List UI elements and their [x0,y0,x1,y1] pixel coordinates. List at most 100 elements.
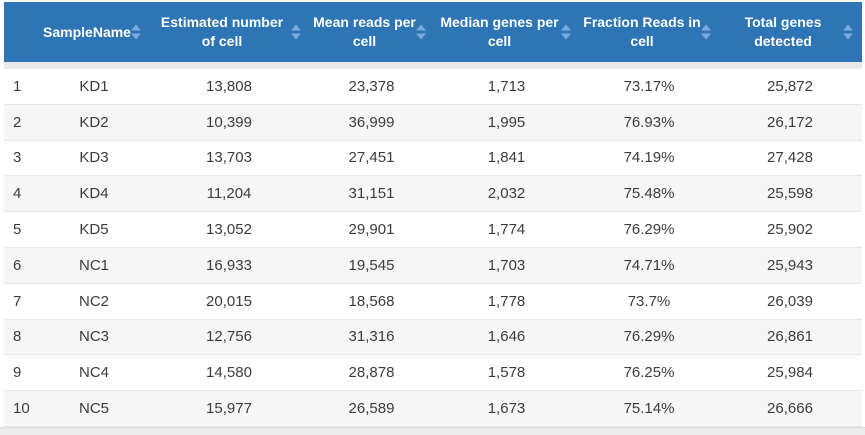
row-index-cell: 8 [13,328,22,346]
row-index-cell: 6 [13,256,22,274]
mean-reads-cell: 36,999 [348,113,395,131]
total-genes-cell: 26,039 [767,292,813,310]
sort-desc-icon [561,33,571,40]
fraction-reads-cell: 76.93% [623,113,675,131]
table-body: 1 KD1 13,808 23,378 1,713 73.17% 25,872 … [4,69,862,427]
fraction-reads-cell: 76.25% [623,364,675,382]
sample-name-cell: KD5 [79,221,109,239]
fraction-reads-cell: 74.71% [623,256,675,274]
table-row: 7 NC2 20,015 18,568 1,778 73.7% 26,039 [4,283,862,320]
sort-asc-icon [416,24,426,31]
sort-asc-icon [131,24,141,31]
sample-name-cell: NC2 [78,292,109,310]
fraction-reads-cell: 74.19% [623,149,675,167]
total-genes-cell: 25,598 [767,185,813,203]
table-row: 1 KD1 13,808 23,378 1,713 73.17% 25,872 [4,69,862,105]
row-index-cell: 10 [13,400,30,418]
sort-asc-icon [291,24,301,31]
mean-reads-cell: 23,378 [348,77,395,95]
sample-name-cell: KD4 [79,185,109,203]
fraction-reads-cell: 75.14% [623,400,675,418]
sample-name-cell: NC4 [78,364,109,382]
total-genes-cell: 27,428 [767,149,813,167]
sample-name-cell: NC3 [78,328,109,346]
sort-desc-icon [843,33,853,40]
median-genes-cell: 1,841 [487,149,526,167]
estimated-cells-cell: 13,052 [206,221,252,239]
header-label: Median genes per cell [440,14,559,49]
table-row: 5 KD5 13,052 29,901 1,774 76.29% 25,902 [4,212,862,248]
table-row: 9 NC4 14,580 28,878 1,578 76.25% 25,984 [4,355,862,392]
table-row: 10 NC5 15,977 26,589 1,673 75.14% 26,666 [4,391,862,427]
mean-reads-cell: 29,901 [348,221,395,239]
sample-name-cell: KD1 [79,77,109,95]
total-genes-cell: 25,872 [767,77,813,95]
median-genes-cell: 1,673 [487,400,526,418]
header-median-genes[interactable]: Median genes per cell [434,2,579,62]
sort-up-down-icon[interactable] [416,24,426,40]
header-total-genes[interactable]: Total genes detected [719,2,861,62]
header-label: Fraction Reads in cell [583,14,701,49]
fraction-reads-cell: 76.29% [623,328,675,346]
mean-reads-cell: 18,568 [348,292,395,310]
sample-name-cell: KD2 [79,113,109,131]
estimated-cells-cell: 16,933 [206,256,252,274]
table-row: 3 KD3 13,703 27,451 1,841 74.19% 27,428 [4,140,862,177]
table-row: 4 KD4 11,204 31,151 2,032 75.48% 25,598 [4,176,862,213]
total-genes-cell: 25,943 [767,256,813,274]
sort-up-down-icon[interactable] [131,24,141,40]
sort-desc-icon [701,33,711,40]
sort-up-down-icon[interactable] [843,24,853,40]
median-genes-cell: 1,713 [487,77,526,95]
header-mean-reads[interactable]: Mean reads per cell [309,2,434,62]
sort-asc-icon [843,24,853,31]
header-label: Mean reads per cell [313,14,416,49]
total-genes-cell: 25,902 [767,221,813,239]
sort-up-down-icon[interactable] [701,24,711,40]
estimated-cells-cell: 10,399 [206,113,252,131]
sample-name-cell: NC1 [78,256,109,274]
median-genes-cell: 2,032 [487,185,526,203]
page-bottom-strip [0,427,865,435]
mean-reads-cell: 28,878 [348,364,395,382]
estimated-cells-cell: 15,977 [206,400,252,418]
table-row: 2 KD2 10,399 36,999 1,995 76.93% 26,172 [4,104,862,141]
sample-name-cell: KD3 [79,149,109,167]
fraction-reads-cell: 75.48% [623,185,675,203]
header-label: Estimated number of cell [160,14,284,49]
sample-qc-table: SampleName Estimated number of cell Mean… [4,2,862,427]
table-row: 6 NC1 16,933 19,545 1,703 74.71% 25,943 [4,247,862,284]
row-index-cell: 5 [13,221,22,239]
estimated-cells-cell: 14,580 [206,364,252,382]
estimated-cells-cell: 20,015 [206,292,252,310]
header-estimated-cells[interactable]: Estimated number of cell [149,2,309,62]
table-row: 8 NC3 12,756 31,316 1,646 76.29% 26,861 [4,319,862,356]
sort-desc-icon [416,33,426,40]
header-fraction-reads[interactable]: Fraction Reads in cell [579,2,719,62]
fraction-reads-cell: 73.7% [627,292,671,310]
header-label: SampleName [43,23,131,40]
row-index-cell: 3 [13,149,22,167]
header-samplename[interactable]: SampleName [39,2,149,62]
median-genes-cell: 1,703 [487,256,526,274]
estimated-cells-cell: 13,808 [206,77,252,95]
header-body-divider [4,62,862,69]
sort-up-down-icon[interactable] [561,24,571,40]
median-genes-cell: 1,778 [487,292,526,310]
sort-asc-icon [561,24,571,31]
mean-reads-cell: 26,589 [348,400,395,418]
estimated-cells-cell: 13,703 [206,149,252,167]
mean-reads-cell: 27,451 [348,149,395,167]
median-genes-cell: 1,995 [487,113,526,131]
total-genes-cell: 25,984 [767,364,813,382]
row-index-cell: 7 [13,292,22,310]
table-header-row: SampleName Estimated number of cell Mean… [4,2,862,62]
estimated-cells-cell: 11,204 [206,185,252,203]
mean-reads-cell: 31,151 [348,185,395,203]
mean-reads-cell: 19,545 [348,256,395,274]
sort-up-down-icon[interactable] [291,24,301,40]
row-index-cell: 4 [13,185,22,203]
estimated-cells-cell: 12,756 [206,328,252,346]
median-genes-cell: 1,646 [487,328,526,346]
total-genes-cell: 26,172 [767,113,813,131]
